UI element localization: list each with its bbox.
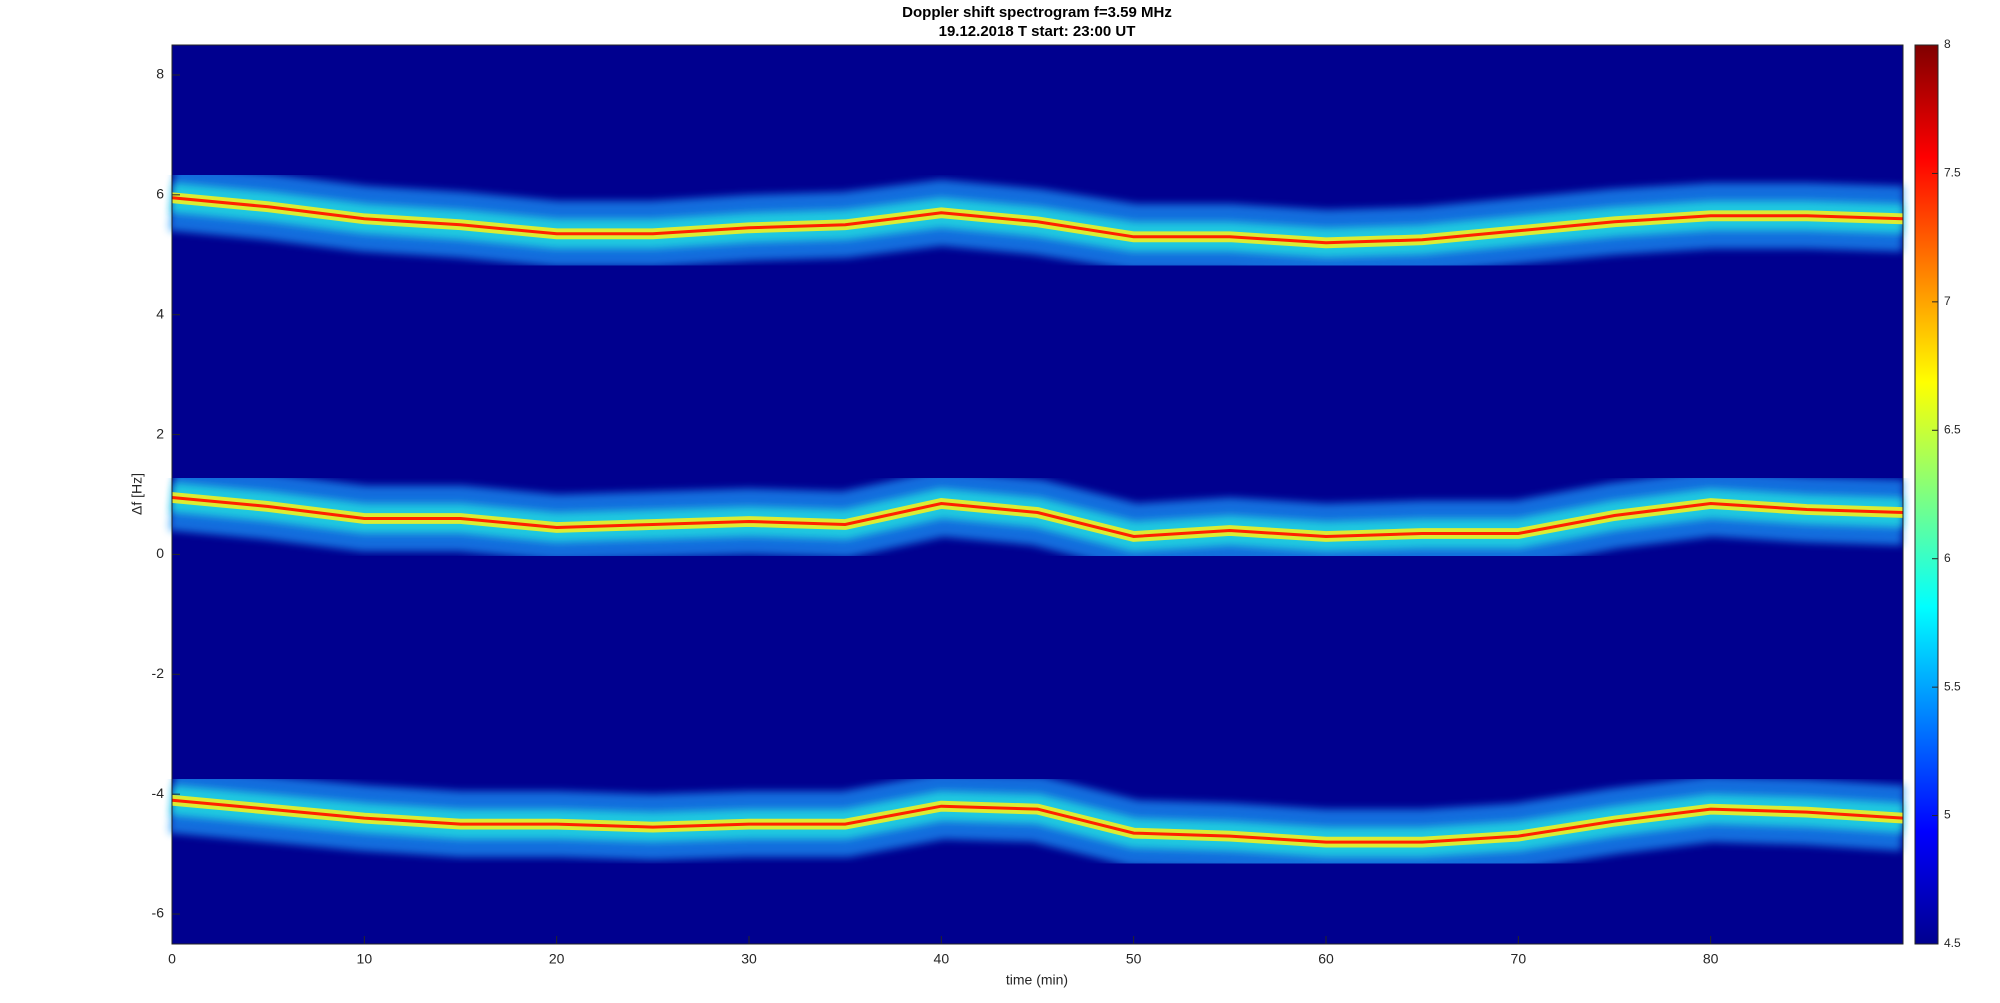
y-axis-label: Δf [Hz] (129, 473, 145, 515)
y-tick-label: -4 (152, 785, 165, 801)
x-axis-label: time (min) (1006, 972, 1068, 988)
y-tick-label: 0 (156, 545, 164, 561)
plot-frame (171, 44, 1904, 945)
x-tick-label: 10 (357, 951, 373, 967)
y-tick-label: 2 (156, 425, 164, 441)
chart-subtitle: 19.12.2018 T start: 23:00 UT (939, 23, 1136, 40)
band-peak-line (171, 798, 1904, 844)
x-tick-label: 30 (741, 951, 757, 967)
colorbar-tick-label: 6 (1944, 551, 1951, 565)
y-tick-label: 4 (156, 305, 164, 321)
x-tick-label: 0 (168, 951, 176, 967)
x-tick-label: 50 (1126, 951, 1142, 967)
x-tick-label: 80 (1703, 951, 1719, 967)
x-tick-label: 20 (549, 951, 565, 967)
band-peak-line (171, 496, 1904, 539)
colorbar-tick-label: 7 (1944, 294, 1951, 308)
colorbar-tick-label: 5.5 (1944, 679, 1961, 693)
colorbar-tick-label: 6.5 (1944, 422, 1961, 436)
y-tick-label: 8 (156, 66, 164, 82)
colorbar-tick-label: 4.5 (1944, 936, 1961, 950)
colorbar-tick-label: 8 (1944, 37, 1951, 51)
x-tick-label: 70 (1511, 951, 1527, 967)
x-tick-label: 60 (1318, 951, 1334, 967)
bands (168, 164, 1906, 876)
y-tick-label: -6 (152, 905, 165, 921)
band-peak-line (171, 196, 1904, 245)
y-tick-label: 6 (156, 186, 164, 202)
colorbar (1914, 44, 1939, 945)
colorbar-tick-label: 7.5 (1944, 166, 1961, 180)
y-tick-label: -2 (152, 665, 165, 681)
chart-title: Doppler shift spectrogram f=3.59 MHz (902, 4, 1172, 21)
x-tick-label: 40 (934, 951, 950, 967)
colorbar-tick-label: 5 (1944, 808, 1951, 822)
